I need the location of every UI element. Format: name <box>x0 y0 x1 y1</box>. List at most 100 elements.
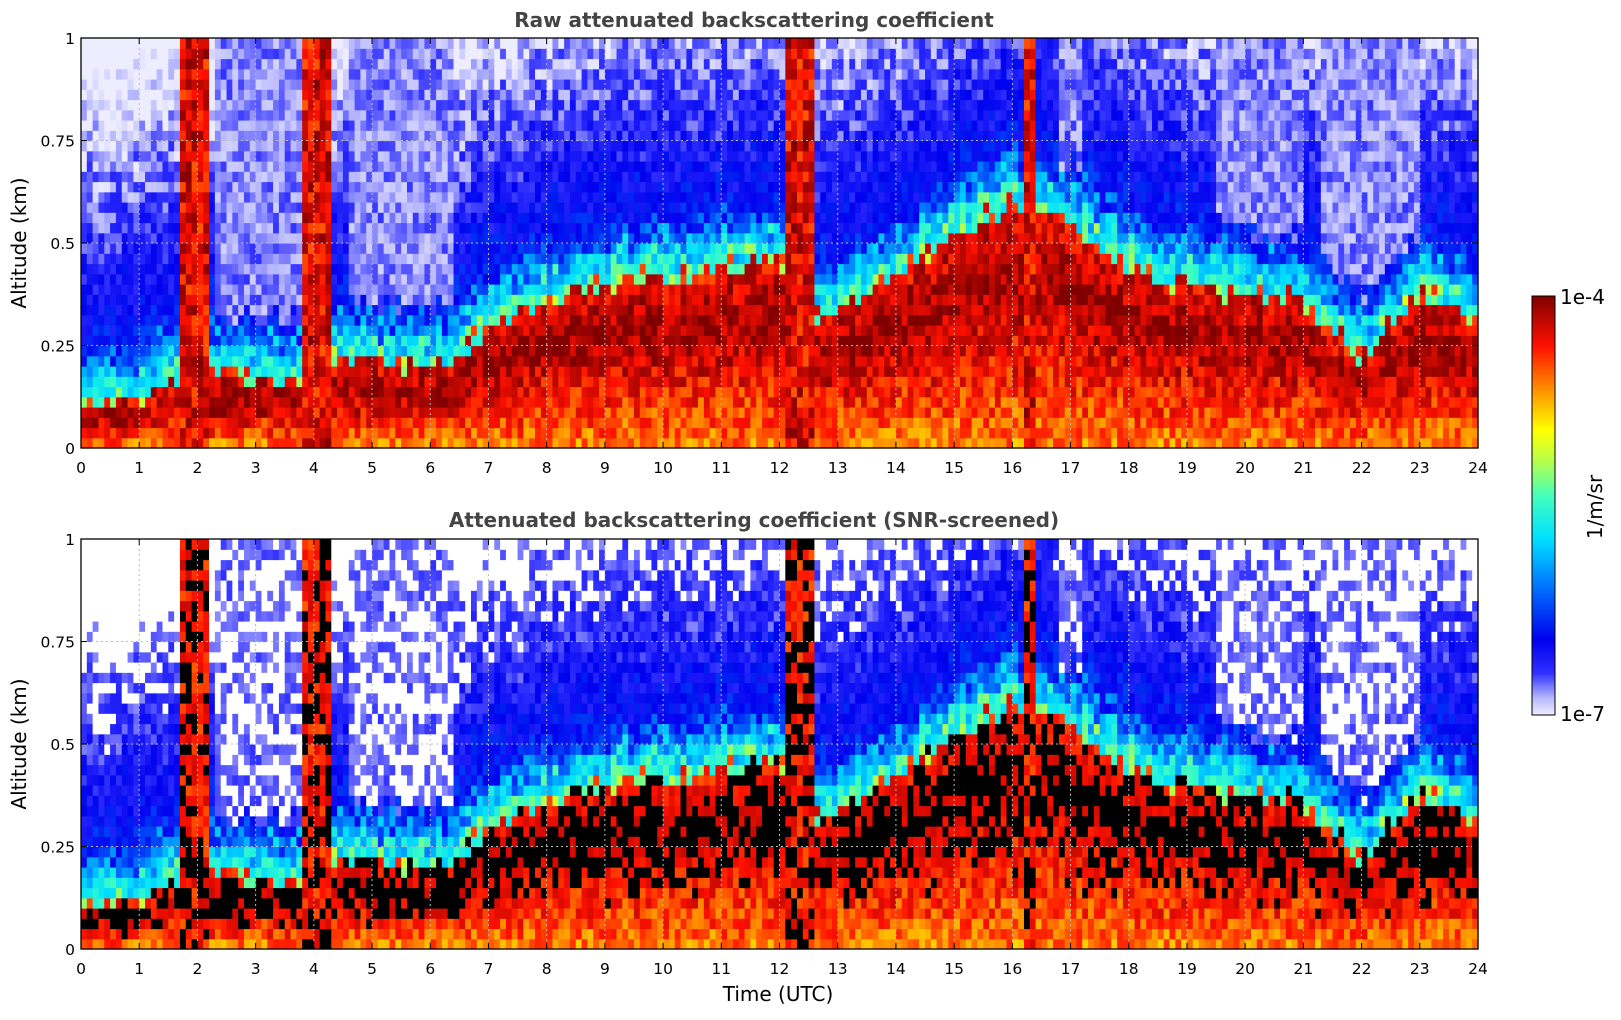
heatmap-cell <box>81 233 87 244</box>
heatmap-cell <box>203 397 209 408</box>
heatmap-cell <box>197 59 203 70</box>
heatmap-cell <box>122 305 128 316</box>
heatmap-cell <box>390 407 396 418</box>
heatmap-cell <box>221 89 227 100</box>
heatmap-cell <box>314 243 320 254</box>
heatmap-cell <box>157 387 163 398</box>
heatmap-cell <box>378 141 384 152</box>
heatmap-cell <box>355 120 361 131</box>
heatmap-cell <box>221 253 227 264</box>
heatmap-cell <box>232 387 238 398</box>
heatmap-cell <box>355 141 361 152</box>
heatmap-cell <box>238 120 244 131</box>
heatmap-cell <box>104 141 110 152</box>
heatmap-cell <box>302 130 308 141</box>
heatmap-cell <box>390 325 396 336</box>
heatmap-cell <box>314 274 320 285</box>
heatmap-cell <box>261 366 267 377</box>
heatmap-cell <box>273 182 279 193</box>
heatmap-cell <box>128 38 134 49</box>
heatmap-cell <box>227 274 233 285</box>
heatmap-cell <box>203 59 209 70</box>
heatmap-cell <box>314 366 320 377</box>
heatmap-cell <box>267 366 273 377</box>
heatmap-cell <box>343 264 349 275</box>
heatmap-cell <box>215 202 221 213</box>
heatmap-cell <box>401 397 407 408</box>
heatmap-cell <box>81 356 87 367</box>
heatmap-cell <box>145 243 151 254</box>
heatmap-cell <box>139 48 145 59</box>
heatmap-cell <box>349 315 355 326</box>
heatmap-cell <box>186 387 192 398</box>
heatmap-cell <box>209 233 215 244</box>
heatmap-cell <box>267 171 273 182</box>
heatmap-cell <box>116 110 122 121</box>
heatmap-cell <box>331 335 337 346</box>
heatmap-cell <box>407 366 413 377</box>
heatmap-cell <box>180 264 186 275</box>
heatmap-cell <box>337 376 343 387</box>
heatmap-cell <box>401 89 407 100</box>
heatmap-cell <box>337 335 343 346</box>
heatmap-cell <box>238 387 244 398</box>
heatmap-cell <box>238 274 244 285</box>
heatmap-cell <box>244 69 250 80</box>
heatmap-cell <box>93 346 99 357</box>
heatmap-cell <box>180 335 186 346</box>
heatmap-cell <box>407 356 413 367</box>
heatmap-cell <box>355 223 361 234</box>
heatmap-cell <box>291 151 297 162</box>
heatmap-cell <box>261 171 267 182</box>
heatmap-cell <box>139 171 145 182</box>
heatmap-cell <box>98 428 104 439</box>
heatmap-cell <box>360 428 366 439</box>
heatmap-cell <box>116 428 122 439</box>
heatmap-cell <box>320 284 326 295</box>
heatmap-cell <box>180 79 186 90</box>
heatmap-cell <box>267 294 273 305</box>
heatmap-cell <box>372 428 378 439</box>
heatmap-cell <box>168 89 174 100</box>
heatmap-cell <box>273 325 279 336</box>
heatmap-cell <box>384 192 390 203</box>
heatmap-cell <box>279 233 285 244</box>
heatmap-cell <box>337 356 343 367</box>
heatmap-cell <box>162 407 168 418</box>
heatmap-cell <box>291 202 297 213</box>
heatmap-cell <box>110 284 116 295</box>
heatmap-cell <box>209 315 215 326</box>
heatmap-cell <box>139 89 145 100</box>
heatmap-cell <box>145 397 151 408</box>
heatmap-cell <box>355 253 361 264</box>
heatmap-cell <box>122 438 128 449</box>
heatmap-cell <box>331 253 337 264</box>
heatmap-cell <box>355 110 361 121</box>
heatmap-cell <box>215 151 221 162</box>
heatmap-cell <box>355 38 361 49</box>
heatmap-cell <box>285 100 291 111</box>
heatmap-cell <box>93 171 99 182</box>
heatmap-cell <box>291 48 297 59</box>
heatmap-cell <box>273 387 279 398</box>
heatmap-cell <box>215 335 221 346</box>
heatmap-cell <box>378 274 384 285</box>
heatmap-cell <box>98 38 104 49</box>
heatmap-cell <box>139 428 145 439</box>
heatmap-cell <box>162 192 168 203</box>
heatmap-cell <box>285 161 291 172</box>
heatmap-cell <box>320 335 326 346</box>
heatmap-cell <box>151 59 157 70</box>
heatmap-cell <box>192 161 198 172</box>
heatmap-cell <box>337 428 343 439</box>
heatmap-cell <box>110 110 116 121</box>
heatmap-cell <box>215 356 221 367</box>
heatmap-cell <box>320 438 326 449</box>
heatmap-cell <box>203 182 209 193</box>
heatmap-cell <box>238 79 244 90</box>
heatmap-cell <box>279 141 285 152</box>
heatmap-cell <box>215 428 221 439</box>
heatmap-cell <box>337 346 343 357</box>
heatmap-cell <box>180 171 186 182</box>
heatmap-cell <box>215 212 221 223</box>
